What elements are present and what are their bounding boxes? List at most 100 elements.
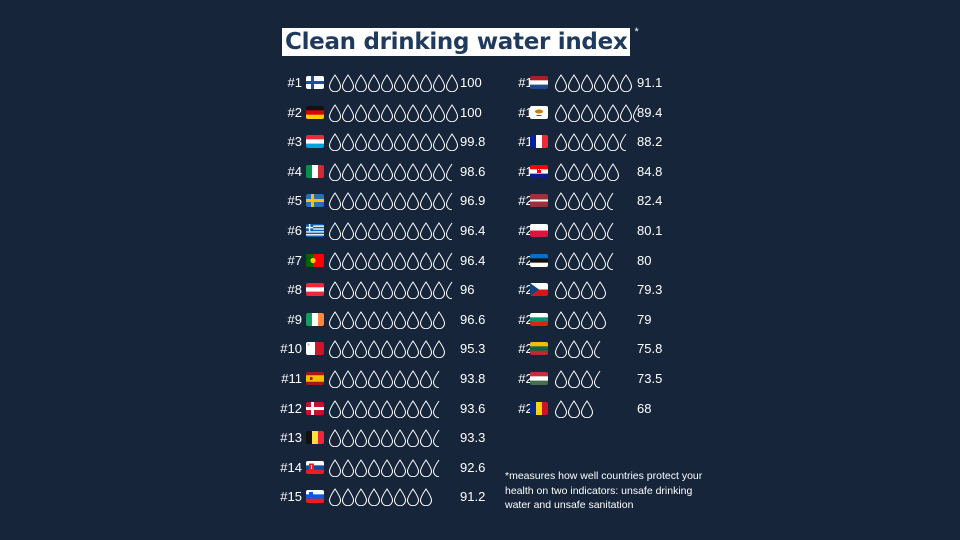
table-row: #12 93.6 <box>270 394 485 424</box>
drop-icon <box>567 310 581 329</box>
drop-icon <box>406 162 420 181</box>
drop-icon <box>354 103 368 122</box>
drop-icon <box>406 222 420 240</box>
drop-icon <box>432 103 446 122</box>
drop-icon <box>432 192 446 211</box>
score-value: 93.8 <box>460 370 486 386</box>
drop-icon <box>328 192 342 211</box>
drop-icon <box>432 340 446 359</box>
drop-icon <box>419 281 433 300</box>
drop-icon <box>341 251 355 270</box>
drop-icon <box>367 192 381 211</box>
drop-icon <box>393 310 407 329</box>
drop-icon <box>367 251 381 270</box>
drop-icon <box>367 281 381 300</box>
title-footnote-marker: * <box>634 26 639 38</box>
half-drop-icon <box>445 163 453 181</box>
drop-icon <box>341 458 355 477</box>
drops-rating <box>554 192 614 211</box>
drop-icon <box>567 399 581 418</box>
table-row: #26 73.5 <box>490 364 690 394</box>
flag-portugal-icon <box>306 253 324 267</box>
flag-croatia-icon <box>530 164 548 178</box>
half-drop-icon <box>606 222 614 240</box>
drop-icon <box>393 488 407 507</box>
drop-icon <box>341 488 355 507</box>
drop-icon <box>406 251 420 270</box>
drop-icon <box>354 251 368 270</box>
half-drop-icon <box>593 370 601 388</box>
drop-icon <box>445 74 459 92</box>
drop-icon <box>406 399 420 418</box>
drop-icon <box>380 192 394 211</box>
score-value: 91.2 <box>460 489 486 505</box>
drops-rating <box>554 340 601 359</box>
score-value: 89.4 <box>637 104 663 120</box>
table-row: #5 96.9 <box>270 186 485 216</box>
drop-icon <box>432 74 446 92</box>
flag-latvia-icon <box>530 194 548 208</box>
drop-icon <box>341 281 355 300</box>
score-value: 99.8 <box>460 134 486 150</box>
drop-icon <box>341 399 355 418</box>
rank-label: #13 <box>280 430 302 446</box>
drop-icon <box>580 103 594 122</box>
score-value: 95.3 <box>460 341 486 357</box>
half-drop-icon <box>445 222 453 240</box>
drop-icon <box>419 488 433 507</box>
table-row: #27 68 <box>490 394 690 424</box>
drops-rating <box>328 162 453 181</box>
drop-icon <box>341 103 355 122</box>
drop-icon <box>567 251 581 270</box>
drop-icon <box>328 458 342 477</box>
drop-icon <box>367 74 381 92</box>
drop-icon <box>380 251 394 270</box>
drop-icon <box>367 133 381 152</box>
drop-icon <box>393 340 407 359</box>
drop-icon <box>580 370 594 388</box>
flag-poland-icon <box>530 223 548 237</box>
drop-icon <box>406 281 420 300</box>
drop-icon <box>554 281 568 300</box>
drop-icon <box>554 133 568 152</box>
drop-icon <box>354 192 368 211</box>
table-row: #16 91.1 <box>490 68 690 98</box>
table-row: #21 80.1 <box>490 216 690 246</box>
drop-icon <box>606 103 620 122</box>
drop-icon <box>406 310 420 329</box>
drop-icon <box>354 222 368 240</box>
rank-label: #1 <box>287 75 302 90</box>
flag-slovakia-icon <box>306 460 324 474</box>
score-value: 75.8 <box>637 341 663 357</box>
drop-icon <box>432 281 446 300</box>
score-value: 98.6 <box>460 163 486 179</box>
score-value: 100 <box>460 104 482 120</box>
drops-rating <box>554 162 620 181</box>
score-value: 96 <box>460 282 475 298</box>
flag-luxembourg-icon <box>306 135 324 149</box>
footnote: *measures how well countries protect you… <box>505 470 703 511</box>
drop-icon <box>380 429 394 448</box>
rank-label: #14 <box>280 459 302 475</box>
drop-icon <box>580 133 594 152</box>
score-value: 93.6 <box>460 400 486 416</box>
score-value: 91.1 <box>637 75 663 90</box>
drop-icon <box>554 399 568 418</box>
drop-icon <box>419 310 433 329</box>
score-value: 80 <box>637 252 652 268</box>
flag-lithuania-icon <box>530 342 548 356</box>
drop-icon <box>328 74 342 92</box>
drop-icon <box>554 251 568 270</box>
drop-icon <box>393 133 407 152</box>
half-drop-icon <box>432 400 440 418</box>
drop-icon <box>380 281 394 300</box>
table-row: #2 100 <box>270 98 482 128</box>
flag-austria-icon <box>306 283 324 297</box>
drop-icon <box>419 458 433 477</box>
title-group: Clean drinking water index * <box>282 26 639 56</box>
table-row: #11 93.8 <box>270 364 485 394</box>
flag-czechia-icon <box>530 283 548 297</box>
drop-icon <box>593 251 607 270</box>
drop-icon <box>554 370 568 388</box>
flag-ireland-icon <box>306 312 324 326</box>
